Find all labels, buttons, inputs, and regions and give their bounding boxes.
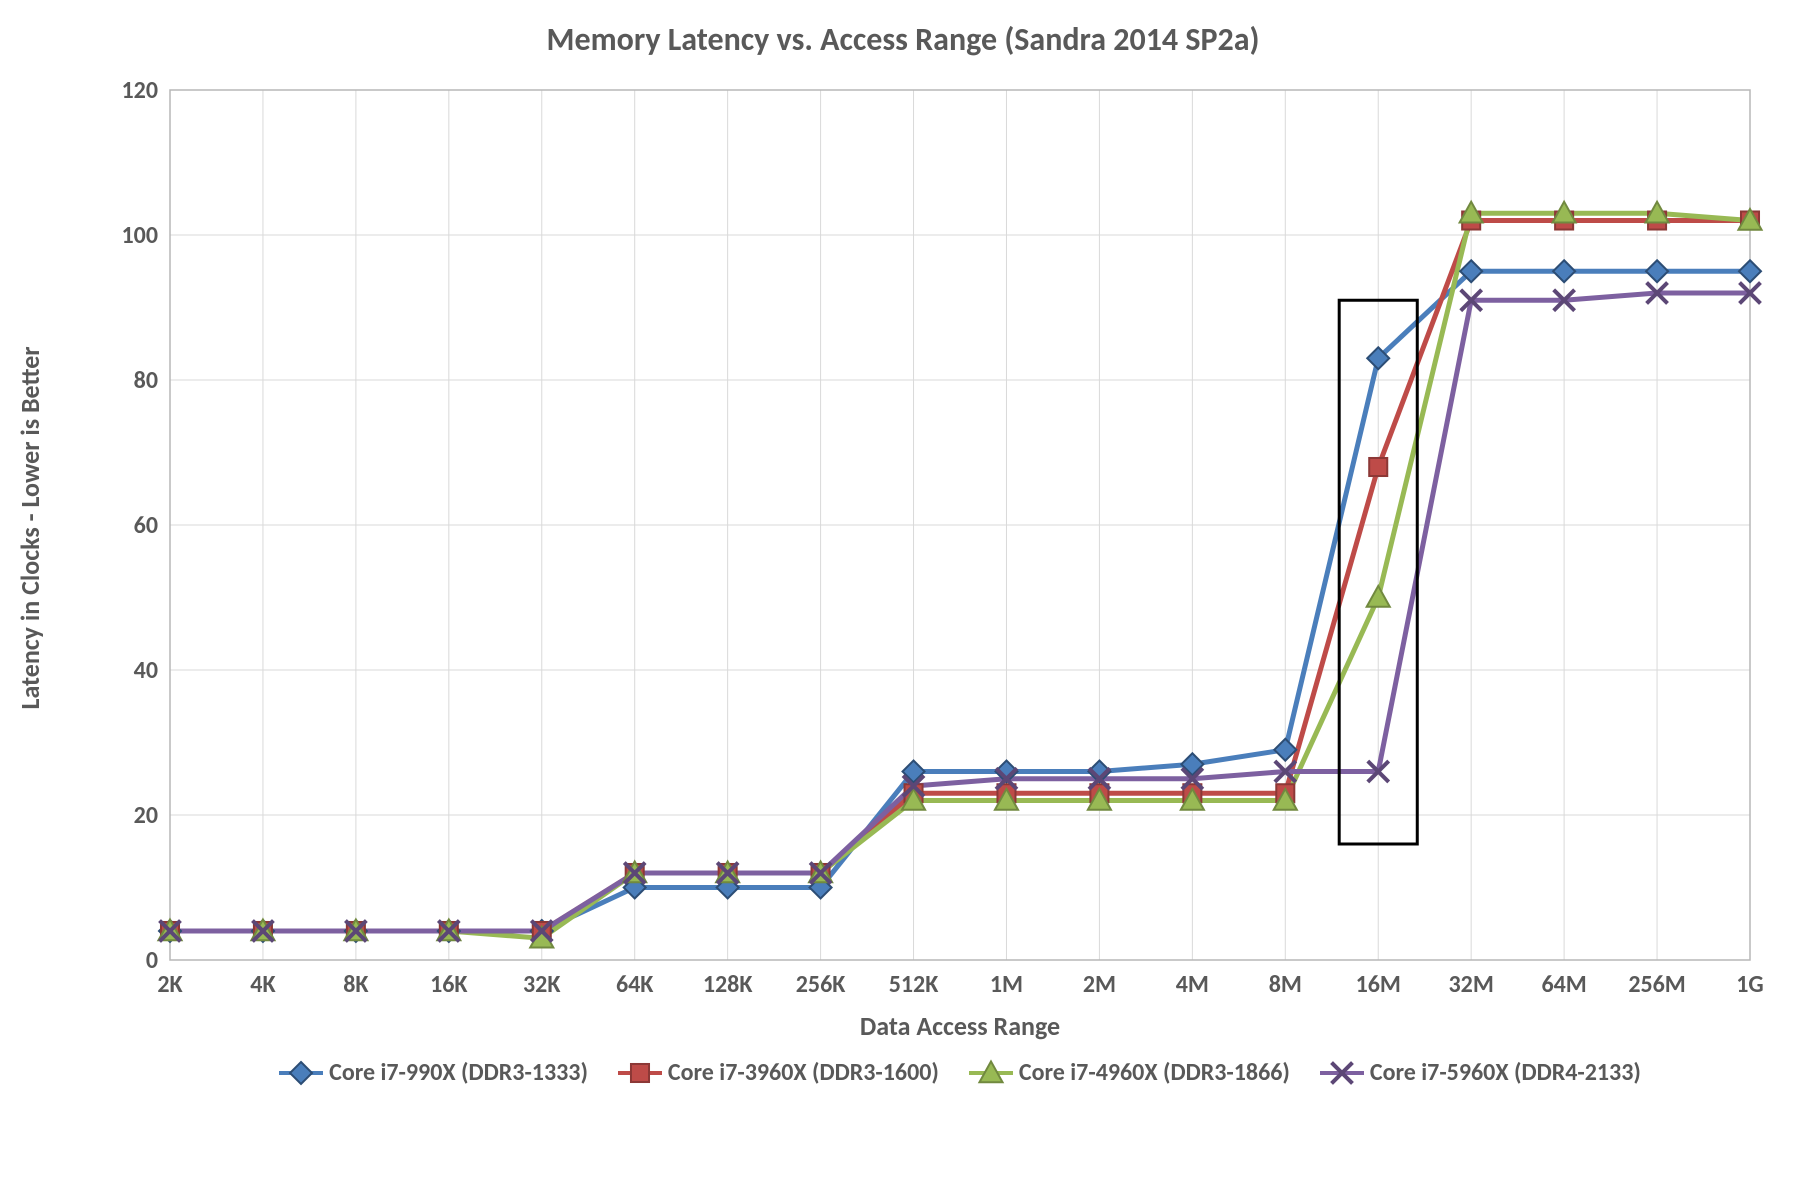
x-tick-label: 2K (130, 970, 210, 999)
legend-label: Core i7-3960X (DDR3-1600) (668, 1058, 939, 1087)
x-tick-label: 4K (223, 970, 303, 999)
legend-swatch (969, 1071, 1013, 1075)
plot-area (0, 0, 1806, 1181)
y-tick-label: 120 (122, 76, 159, 105)
x-axis-label: Data Access Range (170, 1010, 1750, 1042)
y-axis-label: Latency in Clocks - Lower is Better (14, 278, 46, 778)
x-tick-label: 64M (1524, 970, 1604, 999)
legend-swatch (618, 1071, 662, 1075)
x-tick-label: 64K (595, 970, 675, 999)
legend-item: Core i7-4960X (DDR3-1866) (969, 1058, 1290, 1087)
y-tick-label: 80 (134, 366, 158, 395)
x-tick-label: 8M (1245, 970, 1325, 999)
y-tick-label: 40 (134, 656, 158, 685)
legend-label: Core i7-5960X (DDR4-2133) (1370, 1058, 1641, 1087)
x-tick-label: 2M (1059, 970, 1139, 999)
x-tick-label: 32K (502, 970, 582, 999)
y-tick-label: 60 (134, 511, 158, 540)
x-tick-label: 1G (1710, 970, 1790, 999)
x-tick-label: 16M (1338, 970, 1418, 999)
x-tick-label: 32M (1431, 970, 1511, 999)
legend-label: Core i7-990X (DDR3-1333) (329, 1058, 588, 1087)
legend-item: Core i7-3960X (DDR3-1600) (618, 1058, 939, 1087)
x-tick-label: 16K (409, 970, 489, 999)
legend: Core i7-990X (DDR3-1333) Core i7-3960X (D… (170, 1058, 1750, 1087)
x-tick-label: 1M (966, 970, 1046, 999)
x-tick-label: 256K (781, 970, 861, 999)
chart-container: Memory Latency vs. Access Range (Sandra … (0, 0, 1806, 1181)
legend-item: Core i7-990X (DDR3-1333) (279, 1058, 588, 1087)
y-tick-label: 20 (134, 801, 158, 830)
x-tick-label: 4M (1152, 970, 1232, 999)
x-tick-label: 128K (688, 970, 768, 999)
x-tick-label: 256M (1617, 970, 1697, 999)
legend-label: Core i7-4960X (DDR3-1866) (1019, 1058, 1290, 1087)
legend-item: Core i7-5960X (DDR4-2133) (1320, 1058, 1641, 1087)
x-tick-label: 8K (316, 970, 396, 999)
legend-swatch (1320, 1071, 1364, 1075)
y-tick-label: 100 (122, 221, 159, 250)
legend-swatch (279, 1071, 323, 1075)
x-tick-label: 512K (874, 970, 954, 999)
